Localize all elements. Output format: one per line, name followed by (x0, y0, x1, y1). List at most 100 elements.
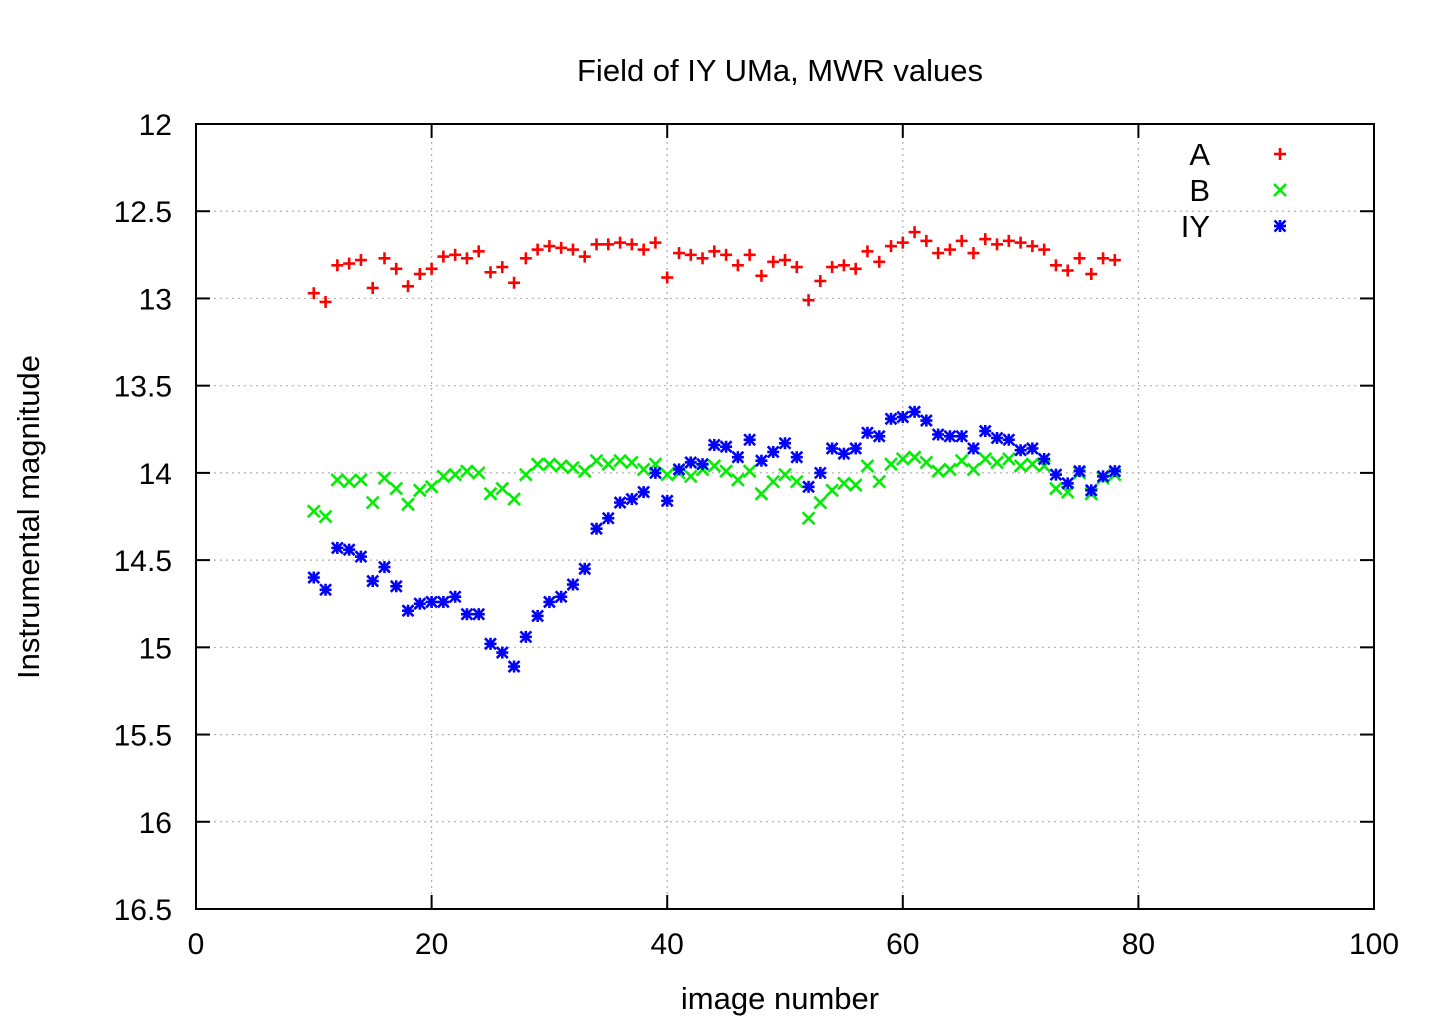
point-iy-star-marker (967, 442, 980, 455)
point-iy-star-marker (613, 496, 627, 509)
point-a-plus-marker (590, 238, 603, 251)
point-a-plus-marker (1002, 234, 1015, 247)
point-b-cross-marker (566, 460, 580, 475)
point-iy-star-marker (507, 660, 521, 673)
point-b-cross-marker (495, 481, 510, 496)
point-a-plus-marker (402, 280, 415, 293)
point-a-plus-marker (885, 240, 898, 253)
point-iy-star-marker (542, 595, 556, 609)
point-a-plus-marker (1026, 240, 1039, 253)
point-iy-star-marker (625, 492, 639, 506)
point-a-plus-marker (307, 287, 320, 300)
point-iy-star-marker (401, 604, 415, 618)
point-b-cross-marker (719, 464, 734, 479)
point-iy-star-marker (519, 630, 533, 644)
series-b (306, 450, 1122, 526)
point-iy-star-marker (990, 431, 1004, 445)
point-b-cross-marker (943, 462, 957, 477)
point-b-cross-marker (518, 467, 533, 482)
point-a-plus-marker (790, 261, 803, 274)
legend-marker-iy-icon (1273, 219, 1287, 233)
point-iy-star-marker (1014, 443, 1028, 457)
point-b-cross-marker (624, 455, 639, 470)
point-b-cross-marker (577, 464, 592, 479)
point-a-plus-marker (425, 262, 438, 275)
point-iy-star-marker (460, 607, 474, 621)
axis-ticks (195, 123, 1375, 910)
x-tick-label: 20 (415, 928, 448, 961)
point-iy-star-marker (448, 590, 462, 604)
point-b-cross-marker (1025, 457, 1040, 472)
point-a-plus-marker (779, 254, 791, 267)
point-iy-star-marker (531, 609, 545, 623)
x-tick-label: 40 (651, 928, 684, 961)
point-b-cross-marker (1049, 481, 1063, 496)
point-iy-star-marker (354, 550, 368, 564)
point-a-plus-marker (684, 248, 697, 261)
point-iy-star-marker (684, 456, 698, 469)
point-a-plus-marker (991, 238, 1004, 251)
point-b-cross-marker (542, 457, 557, 472)
point-iy-star-marker (1061, 476, 1075, 490)
legend-label-a: A (1189, 137, 1210, 172)
point-iy-star-marker (825, 442, 839, 455)
point-iy-star-marker (1002, 433, 1016, 447)
point-iy-star-marker (813, 466, 827, 480)
point-a-plus-marker (331, 259, 344, 272)
point-a-plus-marker (649, 236, 662, 249)
point-iy-star-marker (1084, 483, 1098, 497)
point-b-cross-marker (742, 464, 757, 479)
point-b-cross-marker (919, 455, 934, 470)
point-iy-star-marker (896, 410, 910, 424)
point-a-plus-marker (932, 247, 945, 260)
point-b-cross-marker (990, 455, 1004, 470)
x-tick-label: 0 (188, 928, 205, 961)
point-iy-star-marker (601, 511, 615, 525)
y-tick-label: 12 (139, 109, 172, 142)
point-a-plus-marker (378, 252, 391, 265)
point-a-plus-marker (1108, 254, 1121, 267)
point-iy-star-marker (637, 485, 651, 499)
point-iy-star-marker (872, 429, 886, 443)
point-b-cross-marker (754, 486, 769, 501)
point-a-plus-marker (366, 281, 379, 294)
point-a-plus-marker (1085, 268, 1098, 281)
point-iy-star-marker (707, 438, 721, 452)
point-b-cross-marker (789, 474, 804, 489)
point-iy-star-marker (908, 405, 921, 419)
point-a-plus-marker (566, 243, 579, 256)
point-a-plus-marker (578, 250, 591, 263)
point-iy-star-marker (931, 428, 945, 441)
point-a-plus-marker (343, 257, 356, 270)
point-iy-star-marker (919, 414, 933, 427)
point-iy-star-marker (378, 560, 391, 574)
point-b-cross-marker (872, 474, 887, 489)
y-tick-label: 13 (139, 283, 172, 316)
point-b-cross-marker (825, 483, 840, 498)
point-iy-star-marker (1025, 442, 1039, 455)
point-b-cross-marker (931, 464, 946, 479)
point-b-cross-marker (613, 453, 627, 468)
point-iy-star-marker (578, 562, 592, 576)
point-a-plus-marker (1049, 259, 1062, 272)
point-iy-star-marker (884, 412, 898, 426)
point-iy-star-marker (802, 480, 815, 494)
point-iy-star-marker (731, 450, 745, 464)
point-iy-star-marker (766, 445, 780, 459)
point-iy-star-marker (778, 436, 792, 450)
series-iy (307, 405, 1122, 673)
point-iy-star-marker (955, 429, 969, 443)
point-b-cross-marker (483, 486, 498, 501)
point-b-cross-marker (966, 462, 981, 477)
point-a-plus-marker (437, 250, 450, 263)
point-a-plus-marker (602, 238, 615, 251)
point-a-plus-marker (755, 269, 768, 282)
chart-title: Field of IY UMa, MWR values (577, 53, 983, 88)
x-tick-labels: 0 20 40 60 80 100 (188, 928, 1399, 961)
point-a-plus-marker (908, 226, 921, 239)
point-iy-star-marker (1037, 452, 1051, 466)
point-a-plus-marker (955, 234, 968, 247)
point-iy-star-marker (413, 597, 427, 611)
point-iy-star-marker (495, 646, 509, 659)
